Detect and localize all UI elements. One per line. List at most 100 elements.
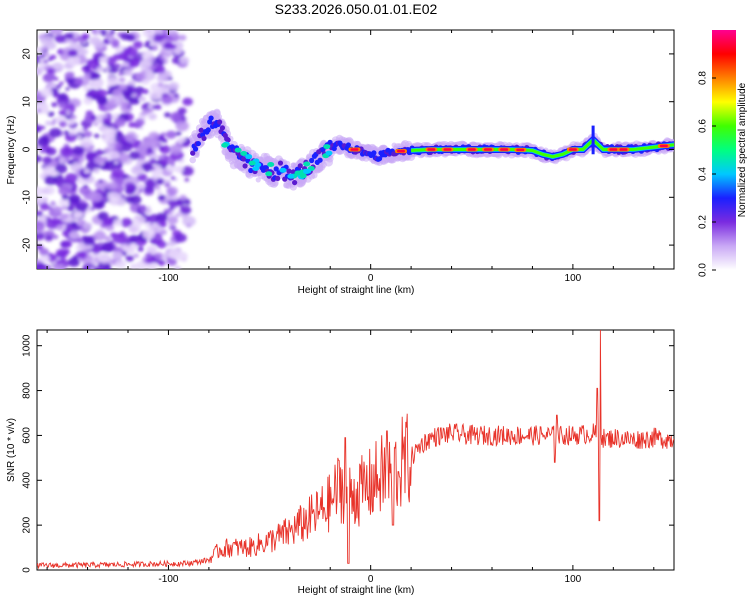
y-tick-label: 0 (22, 567, 33, 573)
noise-blob (89, 267, 95, 269)
y-tick-label: 0 (22, 146, 33, 152)
ridge-halo (199, 140, 206, 146)
noise-blob (77, 251, 87, 259)
noise-blob (166, 165, 176, 173)
noise-blob (169, 144, 183, 155)
colorbar-ticks: 0.0 0.2 0.4 0.6 0.8 (698, 71, 716, 277)
ridge-highlight (303, 161, 311, 167)
noise-blob (145, 40, 151, 45)
noise-blob (154, 255, 162, 260)
noise-blob (178, 197, 191, 208)
ridge-highlight (234, 147, 242, 153)
noise-blob (61, 205, 68, 211)
noise-blob (120, 32, 131, 41)
ridge-highlight (265, 171, 273, 177)
ridge-halo (216, 114, 223, 120)
y-tick-label: 800 (22, 382, 33, 399)
ridge-highlight (299, 173, 307, 179)
ridge-core (286, 168, 292, 174)
noise-blob (72, 145, 85, 156)
noise-blob (93, 231, 107, 241)
noise-blob (157, 82, 164, 87)
noise-blob (128, 224, 141, 234)
noise-blob (165, 130, 177, 139)
noise-blob (148, 46, 154, 51)
ridge-highlight (294, 170, 302, 176)
noise-blob (98, 179, 103, 183)
ridge-hotspot-core (516, 148, 525, 152)
noise-blob (63, 130, 70, 135)
ridge-core (208, 115, 214, 121)
ridge-hotspot-core (350, 148, 359, 151)
noise-blob (146, 206, 151, 210)
noise-blob (158, 155, 165, 160)
noise-blob (37, 109, 42, 113)
noise-blob (45, 147, 57, 156)
noise-blob (54, 117, 61, 123)
noise-blob (93, 122, 99, 127)
noise-blob (103, 160, 117, 171)
noise-blob (97, 252, 111, 263)
noise-blob (155, 235, 162, 240)
noise-blob (45, 120, 52, 126)
noise-blob (43, 59, 48, 64)
noise-blob (62, 240, 73, 248)
ridge-core (242, 163, 248, 169)
noise-blob (37, 196, 46, 204)
noise-blob (182, 216, 196, 227)
y-tick-label: 400 (22, 472, 33, 489)
noise-blob (83, 184, 88, 189)
colorbar-tick-label: 0.8 (698, 71, 709, 85)
noise-blob (50, 170, 58, 177)
colorbar-label: Normalized spectral amplitude (737, 82, 748, 217)
noise-blob (95, 201, 104, 208)
noise-blob (39, 254, 51, 263)
ridge-core (376, 156, 383, 162)
noise-blob (90, 259, 98, 266)
ridge-core (192, 146, 199, 152)
noise-blob (90, 192, 103, 202)
snr-xlabel: Height of straight line (km) (298, 585, 415, 596)
noise-blob (154, 184, 161, 190)
ridge-halo (213, 108, 221, 116)
noise-blob (139, 96, 146, 102)
noise-blob (114, 117, 126, 127)
noise-blob (90, 115, 97, 120)
y-tick-label: -20 (22, 237, 33, 252)
noise-blob (40, 125, 46, 130)
noise-blob (39, 203, 50, 211)
noise-blob (68, 194, 81, 204)
noise-blob (56, 225, 64, 231)
noise-blob (39, 148, 46, 154)
noise-blob (42, 47, 48, 52)
noise-blob (157, 259, 166, 266)
noise-blob (125, 255, 134, 262)
ridge-core (345, 142, 352, 148)
snr-frame (36, 329, 675, 571)
noise-blob (107, 191, 122, 202)
noise-blob (170, 176, 176, 180)
noise-blob (93, 40, 105, 49)
noise-blob (82, 222, 93, 230)
noise-blob (133, 253, 139, 258)
noise-blob (67, 39, 73, 44)
noise-blob (112, 233, 126, 244)
noise-blob (37, 215, 47, 223)
noise-blob (41, 135, 50, 142)
noise-blob (97, 89, 108, 97)
ridge-core (190, 150, 196, 156)
noise-blob (125, 183, 137, 193)
x-tick-label: 100 (565, 574, 582, 585)
noise-blob (155, 178, 165, 185)
noise-blob (107, 181, 118, 190)
noise-blob (77, 134, 82, 139)
y-tick-label: 10 (22, 96, 33, 108)
noise-blob (147, 34, 155, 40)
ridge-core (219, 125, 226, 131)
noise-blob (128, 151, 140, 160)
ridge-hotspot-core (427, 148, 436, 151)
noise-blob (67, 55, 81, 66)
